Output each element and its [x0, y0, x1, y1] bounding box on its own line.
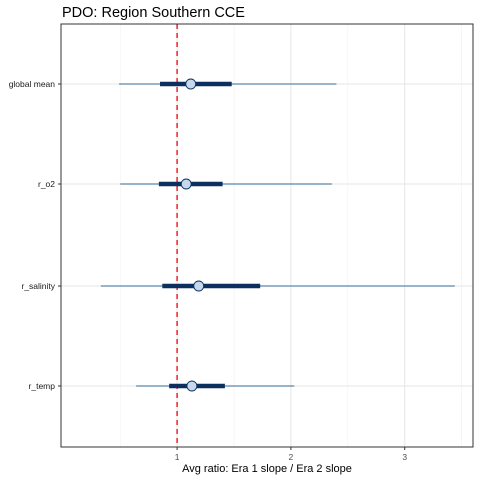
x-axis-label: Avg ratio: Era 1 slope / Era 2 slope — [182, 463, 352, 475]
y-tick-label: r_salinity — [21, 281, 55, 291]
chart-title: PDO: Region Southern CCE — [62, 5, 245, 21]
point-estimate — [186, 380, 198, 392]
point-estimate — [180, 178, 192, 190]
interval-row — [136, 380, 295, 392]
y-tick-label: global mean — [9, 79, 56, 89]
panel-border — [60, 23, 474, 448]
x-tick-label: 3 — [402, 452, 407, 462]
interval-row — [119, 78, 337, 90]
x-tick-label: 2 — [289, 452, 294, 462]
interval-row — [100, 280, 455, 292]
interval-row — [120, 178, 332, 190]
point-estimate — [193, 280, 205, 292]
y-tick-label: r_o2 — [38, 179, 55, 189]
x-tick-label: 1 — [175, 452, 180, 462]
y-tick-label: r_temp — [29, 381, 56, 391]
point-estimate — [185, 78, 197, 90]
